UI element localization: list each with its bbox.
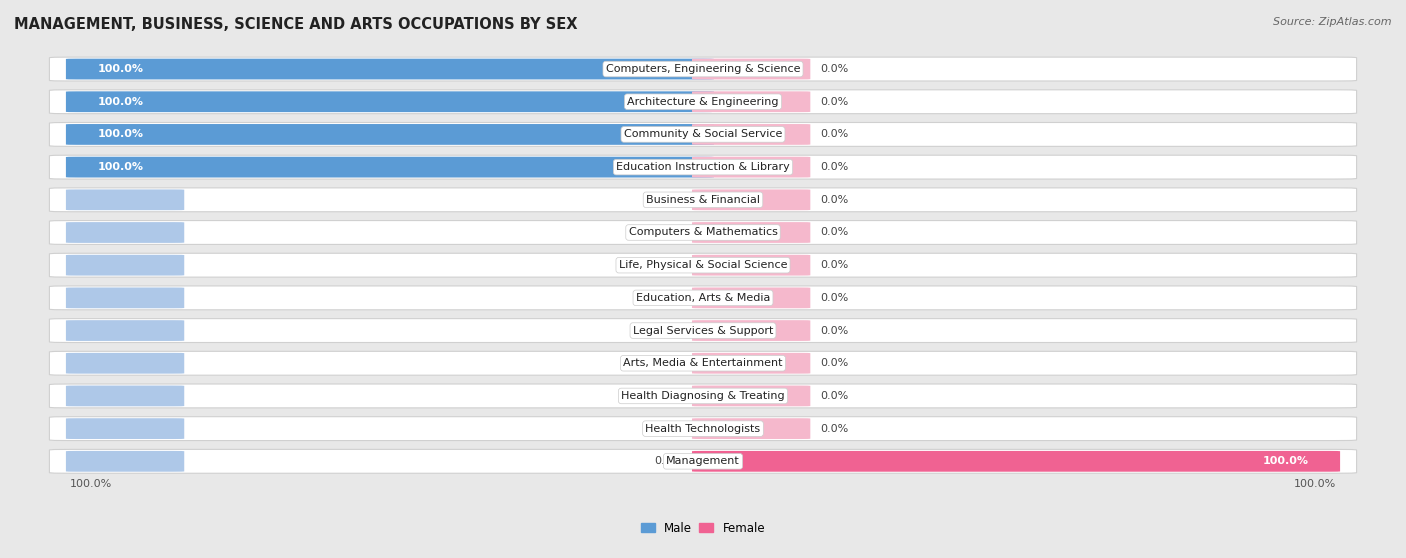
Text: Legal Services & Support: Legal Services & Support xyxy=(633,325,773,335)
FancyBboxPatch shape xyxy=(66,92,714,112)
FancyBboxPatch shape xyxy=(692,255,810,276)
FancyBboxPatch shape xyxy=(692,353,810,374)
FancyBboxPatch shape xyxy=(49,449,1357,473)
FancyBboxPatch shape xyxy=(66,386,184,406)
Text: 0.0%: 0.0% xyxy=(654,358,682,368)
FancyBboxPatch shape xyxy=(66,320,184,341)
Text: Management: Management xyxy=(666,456,740,466)
Text: 0.0%: 0.0% xyxy=(654,260,682,270)
FancyBboxPatch shape xyxy=(66,59,714,79)
Text: Computers, Engineering & Science: Computers, Engineering & Science xyxy=(606,64,800,74)
FancyBboxPatch shape xyxy=(692,451,1340,472)
FancyBboxPatch shape xyxy=(49,188,1357,211)
FancyBboxPatch shape xyxy=(692,386,810,406)
FancyBboxPatch shape xyxy=(66,418,184,439)
FancyBboxPatch shape xyxy=(49,286,1357,310)
FancyBboxPatch shape xyxy=(66,287,184,308)
FancyBboxPatch shape xyxy=(692,189,810,210)
Text: 0.0%: 0.0% xyxy=(654,391,682,401)
Text: 0.0%: 0.0% xyxy=(820,424,848,434)
Text: 100.0%: 100.0% xyxy=(1263,456,1309,466)
FancyBboxPatch shape xyxy=(49,220,1357,244)
FancyBboxPatch shape xyxy=(49,253,1357,277)
Text: 0.0%: 0.0% xyxy=(654,228,682,238)
Text: 0.0%: 0.0% xyxy=(654,424,682,434)
FancyBboxPatch shape xyxy=(692,287,810,308)
Text: Education, Arts & Media: Education, Arts & Media xyxy=(636,293,770,303)
Text: 0.0%: 0.0% xyxy=(820,64,848,74)
Text: 0.0%: 0.0% xyxy=(820,97,848,107)
FancyBboxPatch shape xyxy=(66,255,184,276)
Text: 0.0%: 0.0% xyxy=(820,195,848,205)
FancyBboxPatch shape xyxy=(692,124,810,145)
FancyBboxPatch shape xyxy=(66,157,714,177)
FancyBboxPatch shape xyxy=(692,92,810,112)
Text: Business & Financial: Business & Financial xyxy=(645,195,761,205)
Text: 0.0%: 0.0% xyxy=(654,456,682,466)
FancyBboxPatch shape xyxy=(49,417,1357,441)
Text: 0.0%: 0.0% xyxy=(820,293,848,303)
Text: 0.0%: 0.0% xyxy=(820,358,848,368)
Legend: Male, Female: Male, Female xyxy=(636,517,770,540)
Text: Health Technologists: Health Technologists xyxy=(645,424,761,434)
Text: Education Instruction & Library: Education Instruction & Library xyxy=(616,162,790,172)
FancyBboxPatch shape xyxy=(66,124,714,145)
Text: 0.0%: 0.0% xyxy=(820,129,848,140)
FancyBboxPatch shape xyxy=(66,222,184,243)
Text: Community & Social Service: Community & Social Service xyxy=(624,129,782,140)
Text: Computers & Mathematics: Computers & Mathematics xyxy=(628,228,778,238)
Text: 100.0%: 100.0% xyxy=(1294,479,1336,489)
Text: Health Diagnosing & Treating: Health Diagnosing & Treating xyxy=(621,391,785,401)
Text: 0.0%: 0.0% xyxy=(654,195,682,205)
Text: Source: ZipAtlas.com: Source: ZipAtlas.com xyxy=(1274,17,1392,27)
FancyBboxPatch shape xyxy=(49,384,1357,408)
FancyBboxPatch shape xyxy=(66,451,184,472)
Text: 0.0%: 0.0% xyxy=(820,162,848,172)
Text: 0.0%: 0.0% xyxy=(820,228,848,238)
Text: 0.0%: 0.0% xyxy=(654,325,682,335)
Text: 100.0%: 100.0% xyxy=(70,479,112,489)
Text: MANAGEMENT, BUSINESS, SCIENCE AND ARTS OCCUPATIONS BY SEX: MANAGEMENT, BUSINESS, SCIENCE AND ARTS O… xyxy=(14,17,578,32)
FancyBboxPatch shape xyxy=(692,157,810,177)
FancyBboxPatch shape xyxy=(49,123,1357,146)
FancyBboxPatch shape xyxy=(66,189,184,210)
FancyBboxPatch shape xyxy=(49,155,1357,179)
Text: 100.0%: 100.0% xyxy=(97,64,143,74)
FancyBboxPatch shape xyxy=(692,418,810,439)
Text: 100.0%: 100.0% xyxy=(97,97,143,107)
Text: 100.0%: 100.0% xyxy=(97,129,143,140)
FancyBboxPatch shape xyxy=(692,59,810,79)
Text: 0.0%: 0.0% xyxy=(654,293,682,303)
Text: Architecture & Engineering: Architecture & Engineering xyxy=(627,97,779,107)
FancyBboxPatch shape xyxy=(49,319,1357,343)
FancyBboxPatch shape xyxy=(49,57,1357,81)
FancyBboxPatch shape xyxy=(692,320,810,341)
Text: Life, Physical & Social Science: Life, Physical & Social Science xyxy=(619,260,787,270)
Text: 0.0%: 0.0% xyxy=(820,325,848,335)
FancyBboxPatch shape xyxy=(692,222,810,243)
FancyBboxPatch shape xyxy=(49,90,1357,114)
Text: Arts, Media & Entertainment: Arts, Media & Entertainment xyxy=(623,358,783,368)
FancyBboxPatch shape xyxy=(49,352,1357,375)
FancyBboxPatch shape xyxy=(66,353,184,374)
Text: 0.0%: 0.0% xyxy=(820,391,848,401)
Text: 100.0%: 100.0% xyxy=(97,162,143,172)
Text: 0.0%: 0.0% xyxy=(820,260,848,270)
